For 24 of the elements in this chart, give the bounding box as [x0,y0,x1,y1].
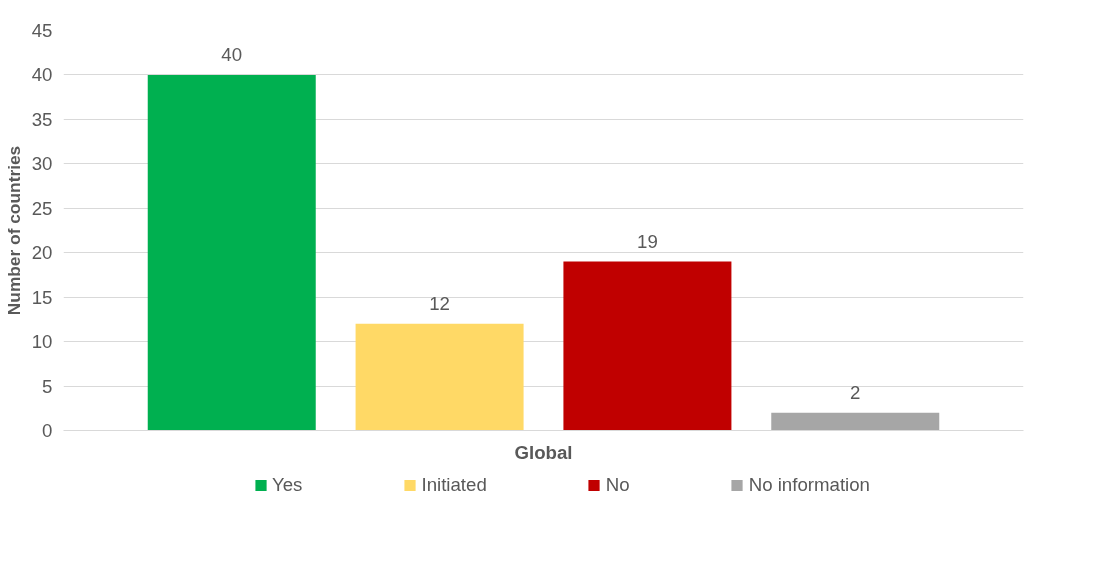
legend-label: No [605,474,630,496]
y-tick-label: 0 [42,420,53,441]
y-tick-label: 45 [31,20,53,41]
y-tick-label: 25 [31,197,53,219]
data-label: 19 [637,230,658,252]
y-tick-label: 30 [31,153,53,175]
bar [563,261,732,431]
y-tick-label: 35 [31,108,53,130]
y-tick-label: 40 [31,64,53,86]
data-label: 40 [221,43,243,65]
x-tick-label: Global [514,441,573,463]
y-tick-label: 20 [31,242,53,264]
y-axis-title: Number of countries [3,145,24,316]
y-tick-label: 15 [31,286,53,308]
bar [771,412,940,431]
legend-label: Initiated [421,474,487,496]
bar [147,74,316,431]
bar [355,323,524,431]
data-label: 2 [850,381,861,403]
legend-label: No information [748,474,870,496]
legend-label: Yes [272,474,303,496]
data-label: 12 [429,292,450,314]
y-tick-label: 10 [31,331,53,353]
y-tick-label: 5 [42,375,53,397]
